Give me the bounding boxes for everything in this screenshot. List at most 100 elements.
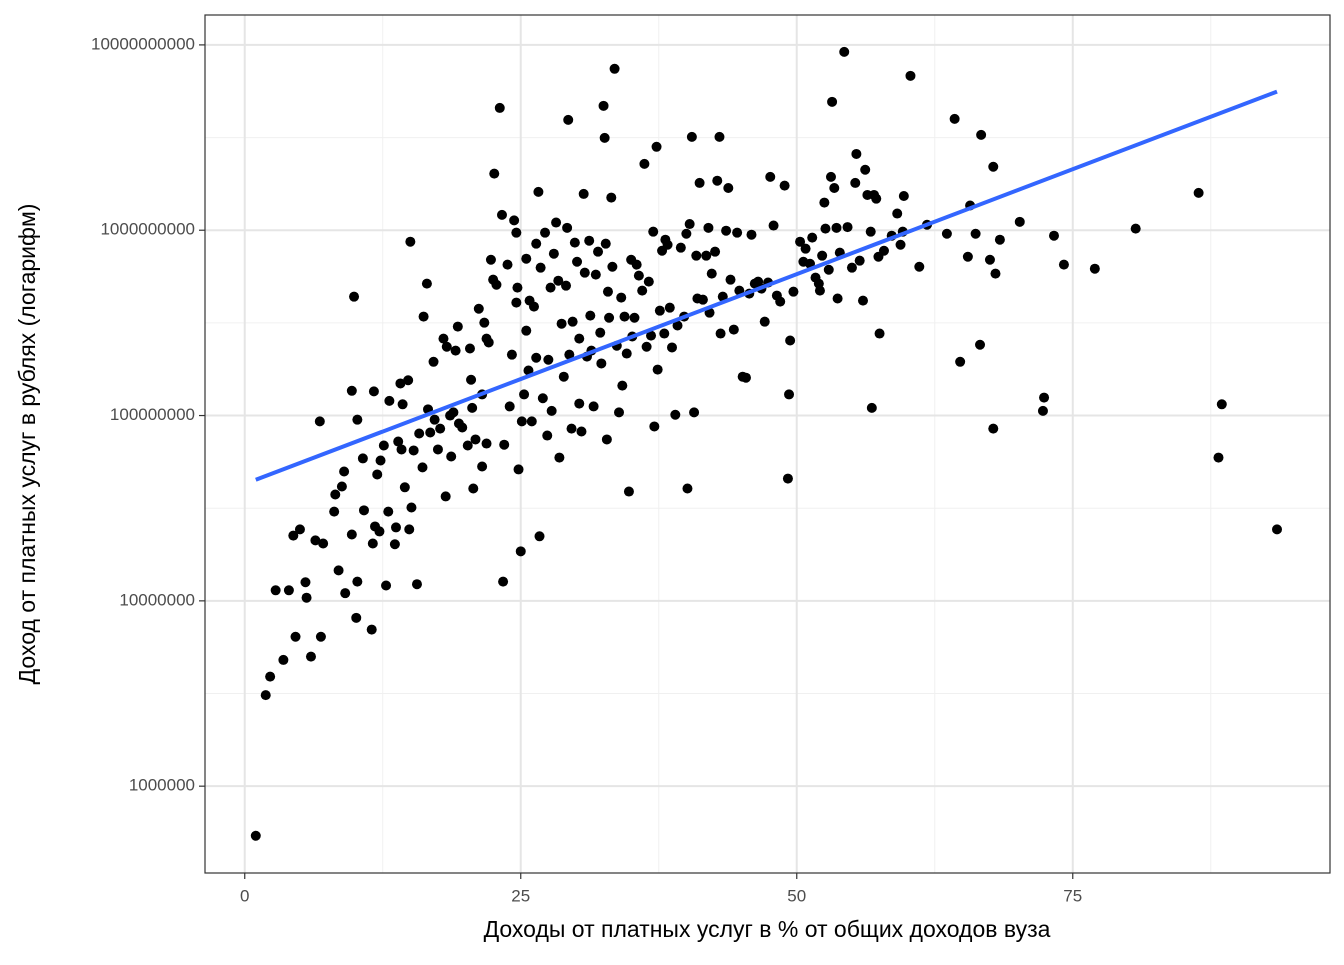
point bbox=[584, 235, 595, 246]
point bbox=[438, 333, 449, 344]
point bbox=[336, 481, 347, 492]
point bbox=[604, 312, 615, 323]
point bbox=[1213, 452, 1224, 463]
point bbox=[367, 538, 378, 549]
point bbox=[477, 461, 488, 472]
point bbox=[479, 317, 490, 328]
point bbox=[384, 395, 395, 406]
point bbox=[639, 158, 650, 169]
point bbox=[892, 208, 903, 219]
point bbox=[670, 409, 681, 420]
point bbox=[646, 330, 657, 341]
point bbox=[504, 401, 515, 412]
point bbox=[390, 522, 401, 533]
point bbox=[333, 565, 344, 576]
point bbox=[526, 416, 537, 427]
point bbox=[393, 436, 404, 447]
point bbox=[537, 393, 548, 404]
point bbox=[832, 293, 843, 304]
point bbox=[746, 229, 757, 240]
point bbox=[654, 305, 665, 316]
point bbox=[823, 264, 834, 275]
point bbox=[534, 531, 545, 542]
point bbox=[440, 491, 451, 502]
point bbox=[941, 228, 952, 239]
point bbox=[368, 386, 379, 397]
point bbox=[358, 505, 369, 516]
point bbox=[1130, 223, 1141, 234]
point bbox=[457, 422, 468, 433]
point bbox=[631, 259, 642, 270]
point bbox=[574, 398, 585, 409]
x-tick-label: 75 bbox=[1063, 886, 1082, 905]
point bbox=[721, 225, 732, 236]
point bbox=[330, 489, 341, 500]
point bbox=[528, 301, 539, 312]
point bbox=[609, 63, 620, 74]
point bbox=[499, 439, 510, 450]
point bbox=[511, 297, 522, 308]
point bbox=[689, 407, 700, 418]
point bbox=[672, 320, 683, 331]
point bbox=[817, 250, 828, 261]
point bbox=[462, 440, 473, 451]
point bbox=[590, 269, 601, 280]
point bbox=[429, 414, 440, 425]
point bbox=[414, 428, 425, 439]
point bbox=[829, 182, 840, 193]
point bbox=[381, 580, 392, 591]
point bbox=[531, 352, 542, 363]
point bbox=[562, 222, 573, 233]
point bbox=[464, 343, 475, 354]
point bbox=[470, 434, 481, 445]
point bbox=[820, 223, 831, 234]
point bbox=[651, 141, 662, 152]
point bbox=[383, 506, 394, 517]
point bbox=[1193, 187, 1204, 198]
point bbox=[250, 830, 261, 841]
point bbox=[866, 402, 877, 413]
point bbox=[435, 423, 446, 434]
point bbox=[515, 546, 526, 557]
point bbox=[649, 421, 660, 432]
point bbox=[681, 228, 692, 239]
point bbox=[814, 285, 825, 296]
point bbox=[558, 371, 569, 382]
point bbox=[349, 291, 360, 302]
point bbox=[467, 402, 478, 413]
point bbox=[450, 345, 461, 356]
point bbox=[846, 262, 857, 273]
point bbox=[1272, 524, 1283, 535]
grid bbox=[205, 15, 1330, 873]
point bbox=[1048, 230, 1059, 241]
point bbox=[675, 242, 686, 253]
point bbox=[682, 483, 693, 494]
point bbox=[509, 215, 520, 226]
point bbox=[483, 337, 494, 348]
point bbox=[970, 228, 981, 239]
point bbox=[723, 182, 734, 193]
point bbox=[512, 282, 523, 293]
point bbox=[648, 226, 659, 237]
point bbox=[496, 209, 507, 220]
point bbox=[418, 311, 429, 322]
point bbox=[759, 316, 770, 327]
point bbox=[566, 423, 577, 434]
point bbox=[600, 238, 611, 249]
point bbox=[432, 444, 443, 455]
y-tick-label: 10000000000 bbox=[91, 34, 195, 53]
point bbox=[270, 585, 281, 596]
point bbox=[352, 414, 363, 425]
point bbox=[714, 131, 725, 142]
point bbox=[489, 168, 500, 179]
point bbox=[569, 237, 580, 248]
point bbox=[535, 262, 546, 273]
y-axis-title: Доход от платных услуг в рублях (логариф… bbox=[14, 204, 40, 685]
point bbox=[595, 327, 606, 338]
point bbox=[715, 328, 726, 339]
point bbox=[290, 631, 301, 642]
point bbox=[378, 440, 389, 451]
point bbox=[585, 310, 596, 321]
